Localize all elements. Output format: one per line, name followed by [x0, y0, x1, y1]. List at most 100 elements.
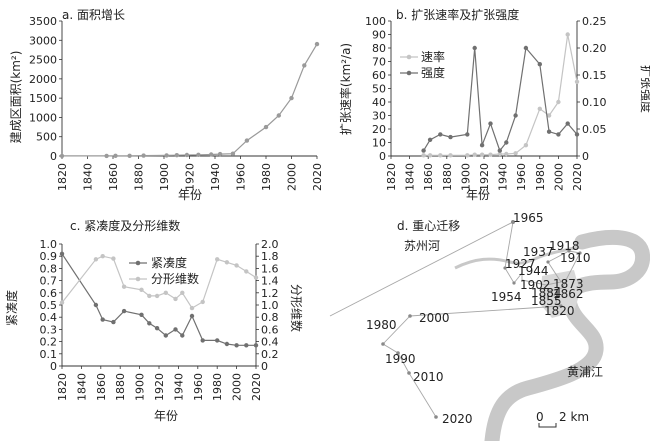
map-label-1910: 1910	[560, 251, 591, 265]
legend-intensity-marker	[406, 70, 412, 76]
panel-a-series-1-point	[209, 152, 214, 157]
panel-b-xtick-label: 1940	[497, 163, 510, 191]
panel-a-series-1-point	[174, 153, 179, 158]
legend-rate-label: 速率	[421, 49, 445, 64]
panel-a-title: a. 面积增长	[62, 8, 125, 22]
panel-a-ytick-left-label: 1500	[29, 92, 57, 105]
panel-b-xlabel: 年份	[466, 188, 490, 202]
point-2020	[434, 415, 438, 419]
map-label-1980: 1980	[366, 318, 397, 332]
panel-c-series-1-point	[154, 326, 160, 331]
panel-c-xtick-label: 1820	[56, 373, 69, 401]
map-label-2020: 2020	[442, 412, 473, 426]
panel-c-series-1-point	[244, 343, 249, 348]
panel-c-xtick-label: 1860	[95, 373, 108, 401]
point-1980	[381, 342, 385, 346]
panel-b-series-2-point	[523, 45, 529, 51]
map-year-labels: 1965 1937 1918 1927 1910 1944 1873 1902 …	[366, 211, 591, 426]
panel-c-series-1-point	[139, 312, 144, 317]
panel-b-series-2-point	[438, 132, 443, 137]
panel-b-ytick-left-label: 100	[365, 15, 386, 28]
panel-c-series-2-point	[224, 260, 230, 265]
panel-b-series-1-point	[448, 153, 453, 158]
panel-c-series-2-point	[163, 290, 168, 295]
point-1910	[578, 251, 582, 255]
panel-b-xtick-label: 2000	[552, 163, 565, 191]
centroid-path-1965-link	[329, 221, 514, 317]
point-1954	[512, 281, 516, 285]
legend-compactness-label: 紧凑度	[151, 255, 187, 270]
panel-b-ytick-right-label: 0.20	[582, 42, 607, 55]
map-label-1990: 1990	[385, 352, 416, 366]
panel-b-xtick-label: 1980	[534, 163, 547, 191]
panel-b-ylabel-right: 扩张强度	[639, 65, 650, 113]
panel-c-series-2-point	[121, 284, 127, 289]
panel-a-series-1-point	[141, 153, 146, 158]
panel-b-ytick-left-label: 0	[379, 150, 386, 163]
panel-a-ytick-left-label: 1000	[29, 111, 57, 124]
panel-c-ytick-right-label: 0	[261, 360, 268, 373]
panel-b-series-1-point	[497, 151, 502, 157]
panel-b-series-2-point	[565, 121, 570, 126]
panel-a-ytick-left-label: 3000	[29, 34, 57, 47]
panel-a-series-1-point	[113, 153, 118, 158]
panel-c-ytick-left-label: 0.9	[40, 250, 58, 263]
panel-b-ytick-left-label: 90	[372, 29, 386, 42]
panel-b-series-2-point	[488, 121, 493, 126]
panel-a-ytick-left-label: 3500	[29, 15, 57, 28]
panel-c-xtick-label: 1880	[114, 373, 127, 401]
panel-b-series-1-point	[546, 113, 552, 118]
panel-b-series-2-point	[448, 134, 453, 140]
panel-a-series-1-point	[314, 41, 320, 47]
panel-c-xtick-label: 2020	[250, 373, 263, 401]
panel-c-series-2-point	[154, 293, 160, 299]
panel-b-series-1-point	[472, 152, 477, 157]
panel-b-ylabel-left: 扩张速率(km²/a)	[338, 43, 353, 135]
panel-b-ytick-left-label: 50	[372, 83, 386, 96]
panel-a-series-1-point	[127, 153, 132, 158]
panel-b-series-1-point	[465, 153, 470, 158]
panel-a-series-1-point	[196, 152, 201, 157]
panel-a-series-1-point	[263, 124, 269, 130]
map-label-2010: 2010	[413, 370, 444, 384]
panel-c-xtick-label: 1940	[172, 373, 185, 401]
panel-a-series-1-point	[217, 151, 223, 157]
panel-b-series-1-point	[523, 143, 529, 148]
panel-b-ytick-left-label: 70	[372, 56, 386, 69]
point-1927	[503, 266, 507, 270]
panel-a-series-1-point	[289, 95, 294, 101]
panel-c-ytick-left-label: 0.1	[40, 348, 58, 361]
panel-a-xtick-label: 1900	[158, 163, 171, 191]
scale-bar-line	[538, 423, 557, 428]
legend-fractal-label: 分形维数	[151, 271, 199, 286]
panel-c-series-1-point	[180, 333, 185, 338]
panel-c-xtick-label: 1840	[75, 373, 88, 401]
legend-compactness-marker	[135, 260, 141, 266]
panel-c-ytick-left-label: 0.6	[40, 287, 58, 300]
panel-b-series-2-point	[504, 140, 509, 145]
panel-b-series-1-point	[504, 151, 509, 157]
panel-c-ytick-left-label: 0.2	[40, 336, 58, 349]
panel-c-series-1-point	[163, 333, 168, 338]
panel-b-series-1-point	[427, 153, 433, 158]
map-label-1965: 1965	[513, 211, 544, 225]
panel-c-series-2-point	[234, 263, 239, 268]
panel-c-series-1-point	[121, 308, 127, 314]
panel-b-ytick-right-label: 0.25	[582, 15, 607, 28]
panel-b-xtick-label: 1860	[422, 163, 435, 191]
panel-c-ytick-left-label: 1.0	[40, 238, 58, 251]
panel-d-title: d. 重心迁移	[397, 219, 460, 233]
panel-b-series-1-point	[574, 79, 580, 85]
panel-b-series-1-point	[421, 153, 426, 158]
panel-c-series-1-point	[147, 321, 152, 326]
centroid-path	[382, 221, 581, 418]
panel-c-xlabel: 年份	[154, 409, 178, 423]
panel-b-series-2-point	[546, 129, 552, 134]
panel-c-series-2-point	[189, 305, 195, 311]
panel-b-series-1-point	[479, 152, 485, 157]
panel-b-xtick-label: 1820	[385, 163, 398, 191]
panel-b-series-1-point	[565, 32, 570, 37]
scale-bar-label: 2 km	[559, 410, 589, 424]
map-label-1954: 1954	[491, 290, 522, 304]
map-label-1873: 1873	[553, 277, 584, 291]
